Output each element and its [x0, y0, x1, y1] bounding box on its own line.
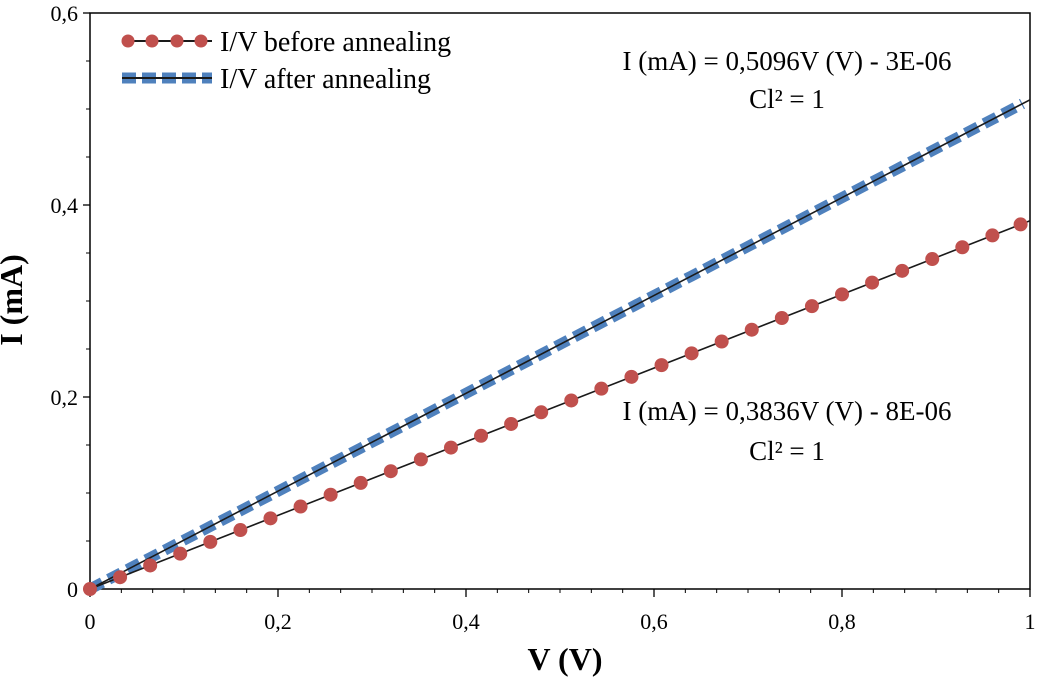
- data-point-before: [413, 452, 428, 467]
- data-point-before: [925, 252, 940, 267]
- x-tick-label: 0,6: [640, 609, 668, 634]
- data-point-before: [714, 334, 729, 349]
- y-tick-label: 0,4: [51, 193, 79, 218]
- y-tick-label: 0,6: [51, 1, 79, 26]
- y-tick-label: 0: [67, 577, 78, 602]
- data-point-before: [323, 487, 338, 502]
- trendline-equation-after: I (mA) = 0,5096V (V) - 3E-06: [623, 46, 952, 76]
- data-point-before: [443, 440, 458, 455]
- data-point-before: [594, 381, 609, 396]
- data-point-before: [654, 358, 669, 373]
- data-point-before: [985, 228, 1000, 243]
- data-point-before: [353, 475, 368, 490]
- x-tick-label: 0: [85, 609, 96, 634]
- trendline-after: [89, 99, 1031, 590]
- trendline-r2-before: Cl² = 1: [749, 436, 825, 466]
- data-point-before: [383, 464, 398, 479]
- data-point-before: [865, 275, 880, 290]
- data-point-before: [504, 416, 519, 431]
- legend-marker-before: [121, 34, 135, 48]
- data-point-before: [624, 369, 639, 384]
- x-tick-label: 0,4: [452, 609, 480, 634]
- plot-area-frame: [89, 12, 1031, 590]
- y-tick-label: 0,2: [51, 385, 79, 410]
- x-tick-label: 0,2: [264, 609, 292, 634]
- legend-label-before: I/V before annealing: [220, 27, 451, 58]
- data-point-before: [113, 570, 128, 585]
- trendline-r2-after: Cl² = 1: [749, 84, 825, 114]
- data-point-before: [804, 299, 819, 314]
- trendline-equation-before: I (mA) = 0,3836V (V) - 8E-06: [623, 396, 952, 426]
- data-point-before: [474, 428, 489, 443]
- data-point-before: [263, 511, 278, 526]
- data-point-before: [534, 405, 549, 420]
- data-point-before: [774, 310, 789, 325]
- x-axis-title: V (V): [528, 641, 603, 677]
- legend-marker-before: [170, 34, 184, 48]
- legend-marker-before: [145, 34, 159, 48]
- legend-label-after: I/V after annealing: [220, 64, 431, 95]
- data-point-before: [1013, 217, 1028, 232]
- data-point-before: [83, 582, 97, 596]
- data-point-before: [143, 558, 158, 573]
- y-axis-title: I (mA): [0, 254, 29, 346]
- data-point-before: [895, 263, 910, 278]
- data-point-before: [684, 346, 699, 361]
- data-point-before: [233, 523, 248, 538]
- data-point-before: [293, 499, 308, 514]
- data-point-before: [835, 287, 849, 302]
- data-point-before: [203, 534, 218, 549]
- data-point-before: [564, 393, 579, 408]
- data-point-before: [744, 322, 759, 337]
- x-tick-label: 1: [1025, 609, 1036, 634]
- data-point-before: [955, 240, 970, 255]
- legend-marker-before: [194, 34, 208, 48]
- data-point-before: [173, 546, 188, 561]
- x-tick-label: 0,8: [828, 609, 856, 634]
